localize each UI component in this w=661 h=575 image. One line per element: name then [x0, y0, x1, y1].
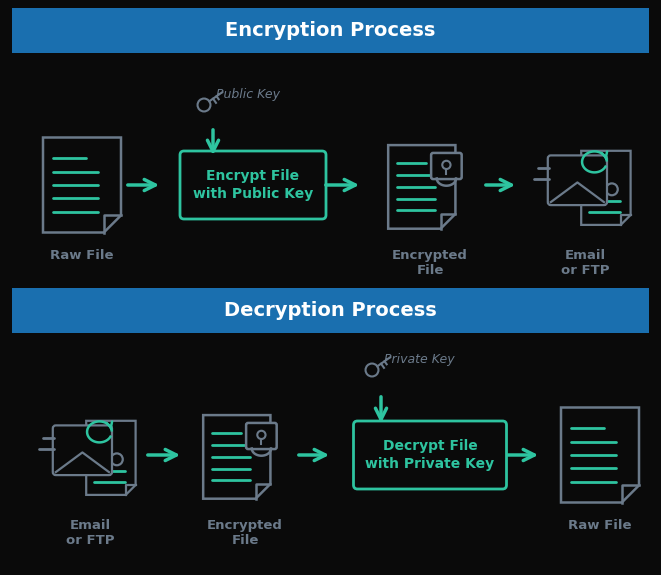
Text: Decryption Process: Decryption Process: [224, 301, 437, 320]
Polygon shape: [561, 408, 639, 503]
Text: Raw File: Raw File: [568, 519, 632, 532]
FancyBboxPatch shape: [12, 8, 649, 53]
Text: Encrypt File
with Public Key: Encrypt File with Public Key: [193, 169, 313, 201]
Text: Private Key: Private Key: [384, 353, 455, 366]
FancyBboxPatch shape: [431, 153, 461, 179]
Polygon shape: [43, 137, 121, 232]
Text: Public Key: Public Key: [216, 89, 280, 101]
Text: Decrypt File
with Private Key: Decrypt File with Private Key: [366, 439, 494, 471]
Text: Encrypted
File: Encrypted File: [207, 519, 283, 547]
Polygon shape: [203, 415, 270, 499]
FancyBboxPatch shape: [53, 426, 112, 475]
Polygon shape: [388, 145, 455, 229]
Text: Email
or FTP: Email or FTP: [65, 519, 114, 547]
FancyBboxPatch shape: [354, 421, 506, 489]
FancyBboxPatch shape: [548, 155, 607, 205]
Text: Encrypted
File: Encrypted File: [392, 249, 468, 277]
Text: Raw File: Raw File: [50, 249, 114, 262]
FancyBboxPatch shape: [180, 151, 326, 219]
Text: Encryption Process: Encryption Process: [225, 21, 436, 40]
FancyBboxPatch shape: [246, 423, 277, 449]
Text: Email
or FTP: Email or FTP: [561, 249, 609, 277]
Polygon shape: [581, 151, 631, 225]
Polygon shape: [86, 421, 136, 495]
FancyBboxPatch shape: [12, 288, 649, 333]
